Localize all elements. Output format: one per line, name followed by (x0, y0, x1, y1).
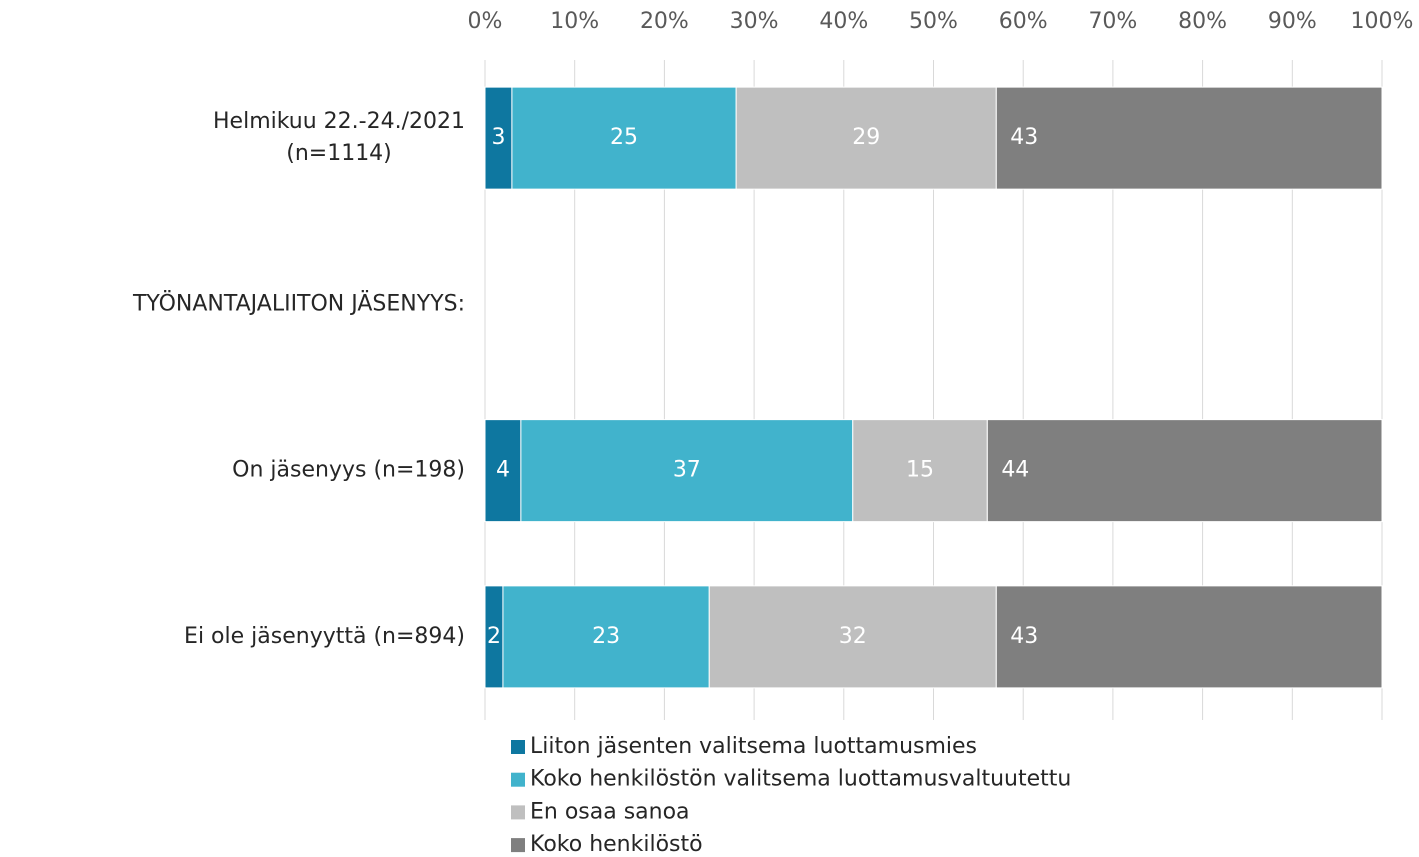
data-label: 2 (487, 624, 501, 649)
x-tick-label: 50% (909, 9, 958, 34)
legend-label: Koko henkilöstön valitsema luottamusvalt… (530, 767, 1071, 792)
x-tick-label: 80% (1178, 9, 1227, 34)
x-tick-label: 0% (468, 9, 503, 34)
bar-segment (995, 86, 1383, 190)
data-label: 32 (839, 624, 867, 649)
bar-segment (484, 86, 513, 190)
category-label: TYÖNANTAJALIITON JÄSENYYS: (132, 290, 465, 316)
x-tick-label: 70% (1088, 9, 1137, 34)
x-tick-label: 40% (819, 9, 868, 34)
data-label: 23 (592, 624, 620, 649)
bar-segment (511, 86, 737, 190)
bar-segment (502, 585, 710, 689)
legend-label: Liiton jäsenten valitsema luottamusmies (530, 734, 977, 759)
category-label: Ei ole jäsenyyttä (n=894) (184, 624, 465, 649)
data-label: 3 (491, 125, 505, 150)
data-label: 4 (496, 458, 510, 483)
legend-swatch (511, 805, 525, 820)
x-tick-label: 30% (730, 9, 779, 34)
category-label: On jäsenyys (n=198) (232, 458, 465, 483)
bar-segment (708, 585, 997, 689)
x-tick-label: 100% (1351, 9, 1414, 34)
data-label: 43 (1010, 125, 1038, 150)
category-label: Helmikuu 22.-24./2021 (n=1114) (213, 109, 465, 166)
data-label: 44 (1001, 458, 1029, 483)
x-tick-label: 60% (999, 9, 1048, 34)
x-tick-label: 10% (550, 9, 599, 34)
x-tick-label: 20% (640, 9, 689, 34)
legend-swatch (511, 838, 525, 853)
data-label: 25 (610, 125, 638, 150)
bar-segment (852, 419, 988, 523)
data-label: 15 (906, 458, 934, 483)
data-label: 43 (1010, 624, 1038, 649)
x-tick-label: 90% (1268, 9, 1317, 34)
data-label: 37 (673, 458, 701, 483)
legend-label: En osaa sanoa (530, 799, 690, 824)
bar-segment (520, 419, 854, 523)
bar-segment (484, 419, 522, 523)
bar-segment (735, 86, 997, 190)
legend-swatch (511, 772, 525, 787)
legend-label: Koko henkilöstö (530, 832, 703, 857)
bar-segment (986, 419, 1383, 523)
bar-segment (995, 585, 1383, 689)
legend-swatch (511, 740, 525, 754)
data-label: 29 (852, 125, 880, 150)
